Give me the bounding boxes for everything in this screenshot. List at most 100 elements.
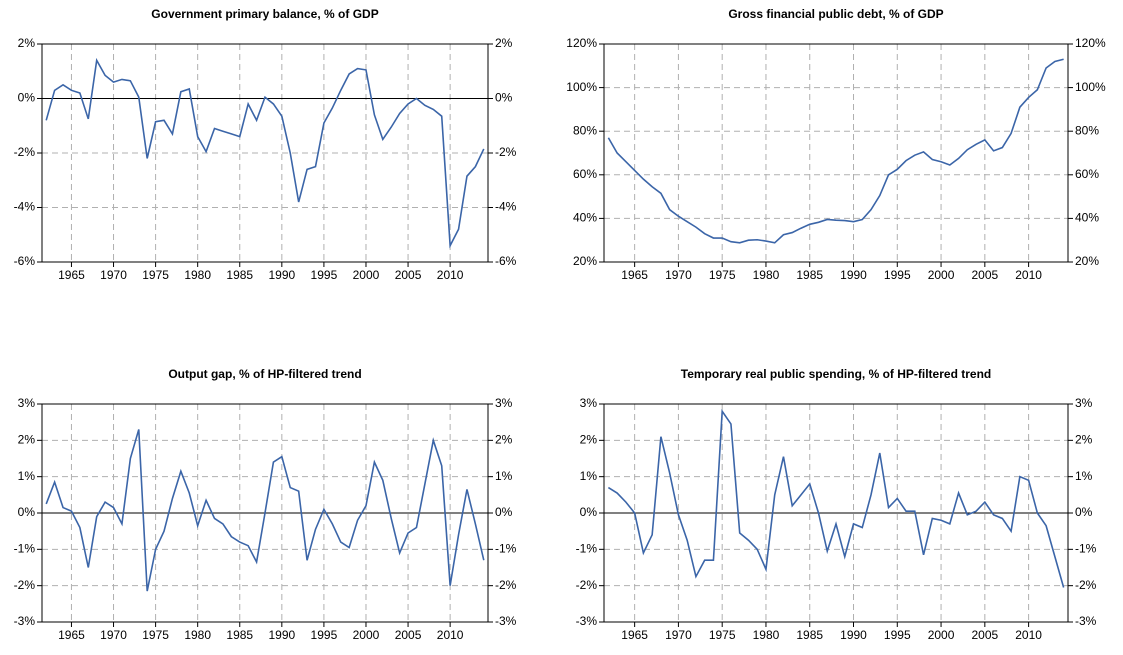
x-tick-label: 1990	[840, 628, 867, 642]
y2-tick-label: 2%	[495, 433, 513, 447]
plot-frame	[41, 43, 489, 263]
y2-tick-label: 1%	[495, 469, 513, 483]
y-tick-label: -2%	[576, 578, 598, 592]
y2-tick-label: 3%	[1075, 396, 1093, 410]
y2-tick-label: -1%	[1075, 542, 1097, 556]
x-tick-label: 2000	[928, 628, 955, 642]
y-tick-label: 3%	[18, 396, 36, 410]
x-tick-label: 1970	[665, 268, 692, 282]
y-tick-label: 120%	[566, 36, 597, 50]
x-tick-label: 1965	[58, 628, 85, 642]
x-tick-label: 1985	[796, 628, 823, 642]
y-tick-label: 1%	[18, 469, 36, 483]
y2-tick-label: 20%	[1075, 254, 1099, 268]
x-tick-label: 1990	[840, 268, 867, 282]
y-tick-label: -1%	[576, 542, 598, 556]
x-tick-label: 1965	[58, 268, 85, 282]
y-tick-label: 3%	[580, 396, 598, 410]
y2-tick-label: 60%	[1075, 167, 1099, 181]
y2-tick-label: 0%	[1075, 505, 1093, 519]
y-tick-label: 0%	[18, 505, 36, 519]
x-tick-label: 1995	[884, 268, 911, 282]
y-tick-label: 60%	[573, 167, 597, 181]
plot-frame	[41, 403, 489, 623]
y-tick-label: 2%	[580, 433, 598, 447]
x-tick-label: 1975	[142, 628, 169, 642]
y-tick-label: 100%	[566, 80, 597, 94]
y-tick-label: 40%	[573, 211, 597, 225]
y2-tick-label: 3%	[495, 396, 513, 410]
y-tick-label: 2%	[18, 36, 36, 50]
y2-tick-label: -2%	[495, 578, 517, 592]
x-tick-label: 2010	[437, 268, 464, 282]
x-tick-label: 2005	[395, 268, 422, 282]
data-line	[607, 58, 1064, 244]
data-line	[45, 57, 485, 249]
y-tick-label: -1%	[14, 542, 36, 556]
y2-tick-label: 0%	[495, 91, 513, 105]
x-tick-label: 2005	[971, 268, 998, 282]
y-tick-label: 1%	[580, 469, 598, 483]
y2-tick-label: -3%	[1075, 614, 1097, 628]
y-tick-label: 2%	[18, 433, 36, 447]
x-tick-label: 1985	[226, 628, 253, 642]
x-tick-label: 1980	[753, 268, 780, 282]
chart-title: Output gap, % of HP-filtered trend	[168, 367, 361, 381]
y-tick-label: 0%	[580, 505, 598, 519]
x-tick-label: 1970	[665, 628, 692, 642]
x-tick-label: 1995	[884, 628, 911, 642]
plot-frame	[603, 43, 1069, 263]
y2-tick-label: -6%	[495, 254, 517, 268]
x-tick-label: 2010	[1015, 268, 1042, 282]
plot-frame	[603, 403, 1069, 623]
x-tick-label: 2000	[928, 268, 955, 282]
x-tick-label: 1965	[621, 628, 648, 642]
x-tick-label: 1980	[753, 628, 780, 642]
x-tick-label: 1970	[100, 628, 127, 642]
y2-tick-label: 2%	[1075, 433, 1093, 447]
y-tick-label: 0%	[18, 91, 36, 105]
chart-title: Government primary balance, % of GDP	[151, 7, 378, 21]
y-tick-label: 20%	[573, 254, 597, 268]
y2-tick-label: -4%	[495, 200, 517, 214]
y-tick-label: 80%	[573, 123, 597, 137]
y2-tick-label: 1%	[1075, 469, 1093, 483]
y2-tick-label: 80%	[1075, 123, 1099, 137]
x-tick-label: 2000	[353, 628, 380, 642]
x-tick-label: 1990	[268, 628, 295, 642]
x-tick-label: 1995	[311, 628, 338, 642]
y2-tick-label: 100%	[1075, 80, 1106, 94]
y2-tick-label: 120%	[1075, 36, 1106, 50]
x-tick-label: 1970	[100, 268, 127, 282]
x-tick-label: 1975	[142, 268, 169, 282]
x-tick-label: 1980	[184, 268, 211, 282]
x-tick-label: 1980	[184, 628, 211, 642]
x-tick-label: 1965	[621, 268, 648, 282]
y2-tick-label: -2%	[1075, 578, 1097, 592]
y2-tick-label: -1%	[495, 542, 517, 556]
x-tick-label: 1985	[226, 268, 253, 282]
y2-tick-label: 2%	[495, 36, 513, 50]
y-tick-label: -2%	[14, 578, 36, 592]
y-tick-label: -4%	[14, 200, 36, 214]
x-tick-label: 2010	[437, 628, 464, 642]
x-tick-label: 1975	[709, 268, 736, 282]
x-tick-label: 1975	[709, 628, 736, 642]
chart-title: Temporary real public spending, % of HP-…	[681, 367, 992, 381]
x-tick-label: 2005	[971, 628, 998, 642]
y-tick-label: -6%	[14, 254, 36, 268]
y2-tick-label: -3%	[495, 614, 517, 628]
x-tick-label: 1985	[796, 268, 823, 282]
y-tick-label: -3%	[14, 614, 36, 628]
data-line	[607, 408, 1065, 588]
y-tick-label: -2%	[14, 145, 36, 159]
x-tick-label: 1995	[311, 268, 338, 282]
x-tick-label: 1990	[268, 268, 295, 282]
y2-tick-label: 0%	[495, 505, 513, 519]
x-tick-label: 2005	[395, 628, 422, 642]
y2-tick-label: -2%	[495, 145, 517, 159]
x-tick-label: 2010	[1015, 628, 1042, 642]
y-tick-label: -3%	[576, 614, 598, 628]
chart-title: Gross financial public debt, % of GDP	[728, 7, 943, 21]
